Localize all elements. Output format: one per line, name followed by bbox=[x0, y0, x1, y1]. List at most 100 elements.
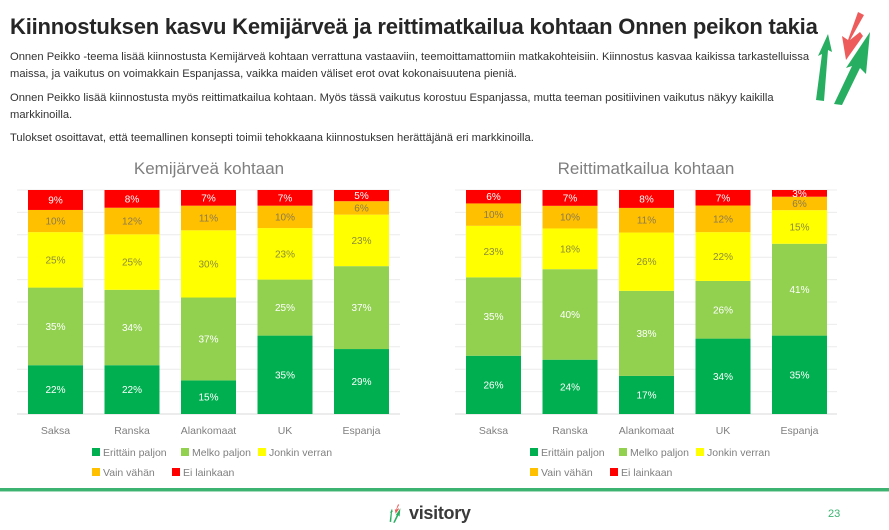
legend-swatch bbox=[258, 448, 266, 456]
chart-reittimatkailu-svg: Reittimatkailua kohtaan 26% 35% 23% 10% 6% Sa… bbox=[455, 159, 837, 437]
legend-swatch bbox=[181, 448, 189, 456]
paragraph-1: Onnen Peikko -teema lisää kiinnostusta K… bbox=[10, 51, 810, 80]
bar-segment bbox=[542, 359, 598, 414]
bar-segment bbox=[334, 266, 389, 350]
legend-swatch bbox=[92, 448, 100, 456]
legend-label: Vain vähän bbox=[541, 467, 593, 479]
data-label: 6% bbox=[792, 199, 807, 210]
legend-item: Erittäin paljon bbox=[92, 447, 167, 459]
data-label: 30% bbox=[198, 259, 218, 270]
legend-label: Erittäin paljon bbox=[541, 447, 605, 459]
data-label: 34% bbox=[122, 323, 142, 334]
bar-segment bbox=[466, 277, 521, 356]
bar-segment bbox=[181, 205, 236, 231]
bar-segment bbox=[619, 190, 674, 208]
data-label: 7% bbox=[563, 193, 578, 204]
x-tick-label: UK bbox=[278, 425, 293, 437]
legend-item: Vain vähän bbox=[92, 467, 155, 479]
x-tick-label: Saksa bbox=[41, 425, 70, 437]
x-tick-label: Espanja bbox=[343, 425, 381, 437]
legend-item: Ei lainkaan bbox=[610, 467, 672, 479]
legend-item: Erittäin paljon bbox=[530, 447, 605, 459]
data-label: 25% bbox=[275, 303, 295, 314]
footer-divider-light bbox=[0, 491, 889, 492]
bar-segment bbox=[104, 365, 160, 414]
x-tick-label: Alankomaat bbox=[619, 425, 675, 437]
data-label: 10% bbox=[275, 212, 295, 223]
footer-divider bbox=[0, 488, 889, 491]
bar-segment bbox=[695, 338, 751, 414]
x-tick-label: Espanja bbox=[781, 425, 819, 437]
data-label: 38% bbox=[636, 329, 656, 340]
bar-segment bbox=[466, 225, 521, 278]
legend-swatch bbox=[619, 448, 627, 456]
bar-segment bbox=[772, 196, 827, 211]
data-label: 10% bbox=[483, 210, 503, 221]
bar-segment bbox=[334, 349, 389, 414]
bar-segment bbox=[334, 214, 389, 267]
chart-kemijarvi: Kemijärveä kohtaan 22% 35% 25% 10% 9% Saksa 22… bbox=[0, 150, 445, 480]
data-label: 29% bbox=[351, 377, 371, 388]
data-label: 8% bbox=[639, 194, 654, 205]
data-label: 41% bbox=[789, 285, 809, 296]
bar-segment bbox=[257, 335, 313, 414]
visitory-logo-icon bbox=[389, 504, 401, 523]
data-label: 10% bbox=[560, 213, 580, 224]
data-label: 7% bbox=[716, 193, 731, 204]
bar-segment bbox=[619, 290, 674, 376]
legend-item: Jonkin verran bbox=[258, 447, 332, 459]
legend-swatch bbox=[610, 468, 618, 476]
bar-segment bbox=[28, 287, 83, 366]
legend-swatch bbox=[530, 468, 538, 476]
data-label: 35% bbox=[275, 370, 295, 381]
bar-segment bbox=[28, 232, 83, 288]
bar-segment bbox=[181, 380, 236, 414]
bar-segment bbox=[104, 234, 160, 290]
data-label: 6% bbox=[486, 192, 501, 203]
legend-label: Ei lainkaan bbox=[183, 467, 235, 479]
data-label: 37% bbox=[351, 303, 371, 314]
bar-segment bbox=[542, 190, 598, 206]
legend-label: Jonkin verran bbox=[707, 447, 771, 459]
legend-label: Melko paljon bbox=[630, 447, 689, 459]
data-label: 22% bbox=[713, 252, 733, 263]
data-label: 37% bbox=[198, 334, 218, 345]
chart-kemijarvi-svg: Kemijärveä kohtaan 22% 35% 25% 10% 9% Saksa 22… bbox=[17, 159, 400, 437]
legend-swatch bbox=[92, 468, 100, 476]
bar-segment bbox=[28, 365, 83, 414]
legend-item: Melko paljon bbox=[619, 447, 689, 459]
bar-segment bbox=[772, 335, 827, 414]
bar-segment bbox=[466, 355, 521, 414]
footer-logo: visitory bbox=[386, 502, 471, 524]
data-label: 8% bbox=[125, 194, 140, 205]
data-label: 11% bbox=[199, 214, 218, 225]
page-number: 23 bbox=[828, 508, 841, 520]
legend-label: Ei lainkaan bbox=[621, 467, 673, 479]
bar-segment bbox=[695, 280, 751, 339]
data-label: 23% bbox=[351, 236, 371, 247]
data-label: 23% bbox=[483, 247, 503, 258]
x-tick-label: UK bbox=[716, 425, 731, 437]
data-label: 7% bbox=[278, 193, 293, 204]
legend-item: Ei lainkaan bbox=[172, 467, 234, 479]
bar-segment bbox=[257, 205, 313, 229]
paragraph-3: Tulokset osoittavat, että teemallinen ko… bbox=[10, 132, 534, 144]
bar-segment bbox=[257, 190, 313, 206]
legend-swatch bbox=[530, 448, 538, 456]
bar-segment bbox=[466, 190, 521, 204]
data-label: 40% bbox=[560, 310, 580, 321]
bar-segment bbox=[542, 269, 598, 360]
data-label: 10% bbox=[45, 217, 65, 228]
chart-title: Kemijärveä kohtaan bbox=[134, 159, 284, 178]
legend-swatch bbox=[172, 468, 180, 476]
data-label: 22% bbox=[45, 385, 65, 396]
bar-segment bbox=[28, 190, 83, 210]
data-label: 23% bbox=[275, 249, 295, 260]
bar-segment bbox=[619, 375, 674, 414]
x-tick-label: Ranska bbox=[114, 425, 150, 437]
data-label: 12% bbox=[122, 217, 142, 228]
data-label: 25% bbox=[122, 258, 142, 269]
data-label: 15% bbox=[198, 393, 218, 404]
data-label: 35% bbox=[45, 322, 65, 333]
data-label: 35% bbox=[483, 312, 503, 323]
